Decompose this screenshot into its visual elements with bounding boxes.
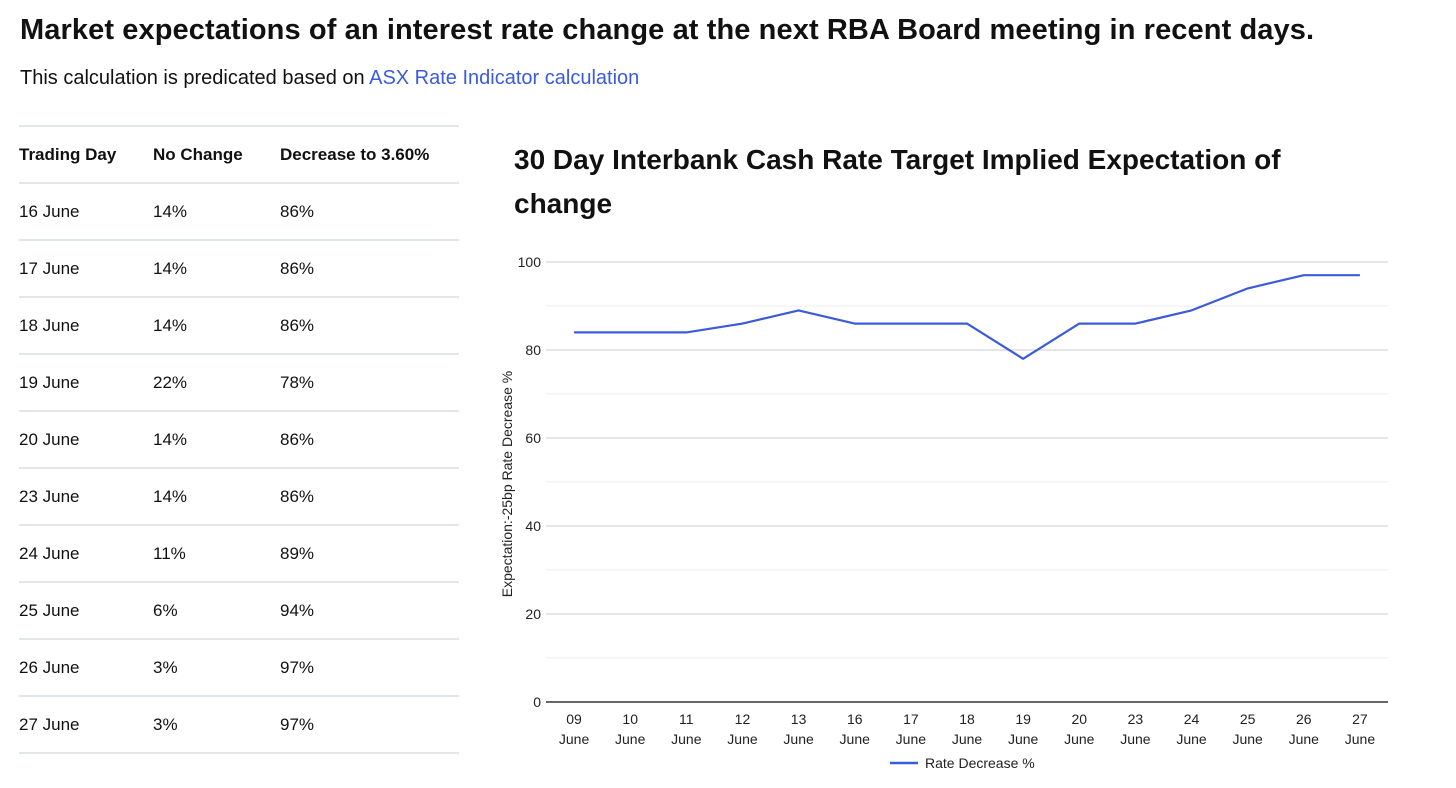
header-decrease: Decrease to 3.60% (280, 126, 459, 184)
y-axis-label: Expectation:-25bp Rate Decrease % (499, 371, 515, 597)
y-tick-label: 0 (533, 694, 541, 710)
y-tick-label: 60 (525, 430, 541, 446)
x-tick-label: June (1064, 731, 1095, 747)
x-tick-label: June (896, 731, 927, 747)
cell-decrease: 86% (280, 468, 459, 526)
cell-no-change: 14% (153, 411, 280, 469)
x-tick-label: 24 (1184, 711, 1200, 727)
cell-decrease: 97% (280, 639, 459, 697)
cell-day: 26 June (19, 639, 153, 697)
x-tick-label: June (671, 731, 702, 747)
x-tick-label: June (840, 731, 871, 747)
cell-day: 23 June (19, 468, 153, 526)
x-tick-label: June (1232, 731, 1263, 747)
x-tick-label: June (1289, 731, 1320, 747)
expectations-table: Trading Day No Change Decrease to 3.60% … (19, 125, 459, 754)
x-tick-label: 27 (1352, 711, 1368, 727)
cell-no-change: 14% (153, 240, 280, 298)
x-tick-label: 17 (903, 711, 919, 727)
x-tick-label: June (1008, 731, 1039, 747)
table-row: 20 June 14% 86% (19, 411, 459, 469)
table-row: 25 June 6% 94% (19, 582, 459, 640)
page-title: Market expectations of an interest rate … (20, 14, 1315, 46)
subtitle-text: This calculation is predicated based on (20, 67, 365, 89)
cell-no-change: 14% (153, 297, 280, 355)
table-row: 23 June 14% 86% (19, 468, 459, 526)
cell-no-change: 11% (153, 525, 280, 583)
x-tick-label: June (783, 731, 814, 747)
x-tick-label: 25 (1240, 711, 1256, 727)
series-line (574, 274, 1360, 360)
asx-rate-indicator-link[interactable]: ASX Rate Indicator calculation (369, 67, 640, 89)
table-row: 26 June 3% 97% (19, 639, 459, 697)
x-tick-label: 12 (735, 711, 751, 727)
x-tick-label: June (1345, 731, 1376, 747)
y-tick-label: 40 (525, 518, 541, 534)
x-tick-label: 18 (959, 711, 975, 727)
table-row: 24 June 11% 89% (19, 525, 459, 583)
cell-no-change: 14% (153, 468, 280, 526)
cell-decrease: 89% (280, 525, 459, 583)
cell-decrease: 86% (280, 297, 459, 355)
cell-decrease: 86% (280, 183, 459, 241)
y-tick-label: 100 (518, 254, 542, 270)
table-row: 18 June 14% 86% (19, 297, 459, 355)
x-tick-label: 13 (791, 711, 807, 727)
cell-decrease: 86% (280, 240, 459, 298)
x-tick-label: 26 (1296, 711, 1312, 727)
x-tick-label: 20 (1071, 711, 1087, 727)
x-tick-label: June (559, 731, 590, 747)
cell-no-change: 3% (153, 696, 280, 754)
x-tick-label: 09 (566, 711, 582, 727)
cell-decrease: 94% (280, 582, 459, 640)
cell-day: 18 June (19, 297, 153, 355)
x-tick-label: 23 (1128, 711, 1144, 727)
y-tick-label: 80 (525, 342, 541, 358)
cell-no-change: 14% (153, 183, 280, 241)
x-tick-label: June (727, 731, 758, 747)
subtitle: This calculation is predicated based on … (20, 67, 639, 90)
x-tick-label: 11 (679, 711, 694, 727)
x-tick-label: June (952, 731, 983, 747)
y-tick-label: 20 (525, 606, 541, 622)
x-tick-label: June (615, 731, 646, 747)
cell-day: 24 June (19, 525, 153, 583)
table-row: 16 June 14% 86% (19, 183, 459, 241)
table-row: 17 June 14% 86% (19, 240, 459, 298)
x-tick-label: 16 (847, 711, 863, 727)
cell-no-change: 22% (153, 354, 280, 412)
cell-day: 20 June (19, 411, 153, 469)
cell-decrease: 86% (280, 411, 459, 469)
cell-day: 16 June (19, 183, 153, 241)
cell-day: 27 June (19, 696, 153, 754)
header-trading-day: Trading Day (19, 126, 153, 184)
line-chart: 0 20 40 60 80 100 09 June 10 June 11 June 12 June 13 Ju… (499, 254, 1388, 771)
x-tick-label: June (1120, 731, 1151, 747)
cell-no-change: 6% (153, 582, 280, 640)
x-tick-label: 19 (1015, 711, 1031, 727)
table-header-row: Trading Day No Change Decrease to 3.60% (19, 126, 459, 184)
header-no-change: No Change (153, 126, 280, 184)
cell-day: 17 June (19, 240, 153, 298)
legend-label: Rate Decrease % (925, 755, 1035, 771)
cell-decrease: 78% (280, 354, 459, 412)
table-row: 27 June 3% 97% (19, 696, 459, 754)
cell-day: 19 June (19, 354, 153, 412)
x-tick-label: June (1176, 731, 1207, 747)
cell-decrease: 97% (280, 696, 459, 754)
chart-title: 30 Day Interbank Cash Rate Target Implie… (514, 144, 1281, 219)
cell-no-change: 3% (153, 639, 280, 697)
x-tick-label: 10 (622, 711, 638, 727)
table-row: 19 June 22% 78% (19, 354, 459, 412)
cell-day: 25 June (19, 582, 153, 640)
